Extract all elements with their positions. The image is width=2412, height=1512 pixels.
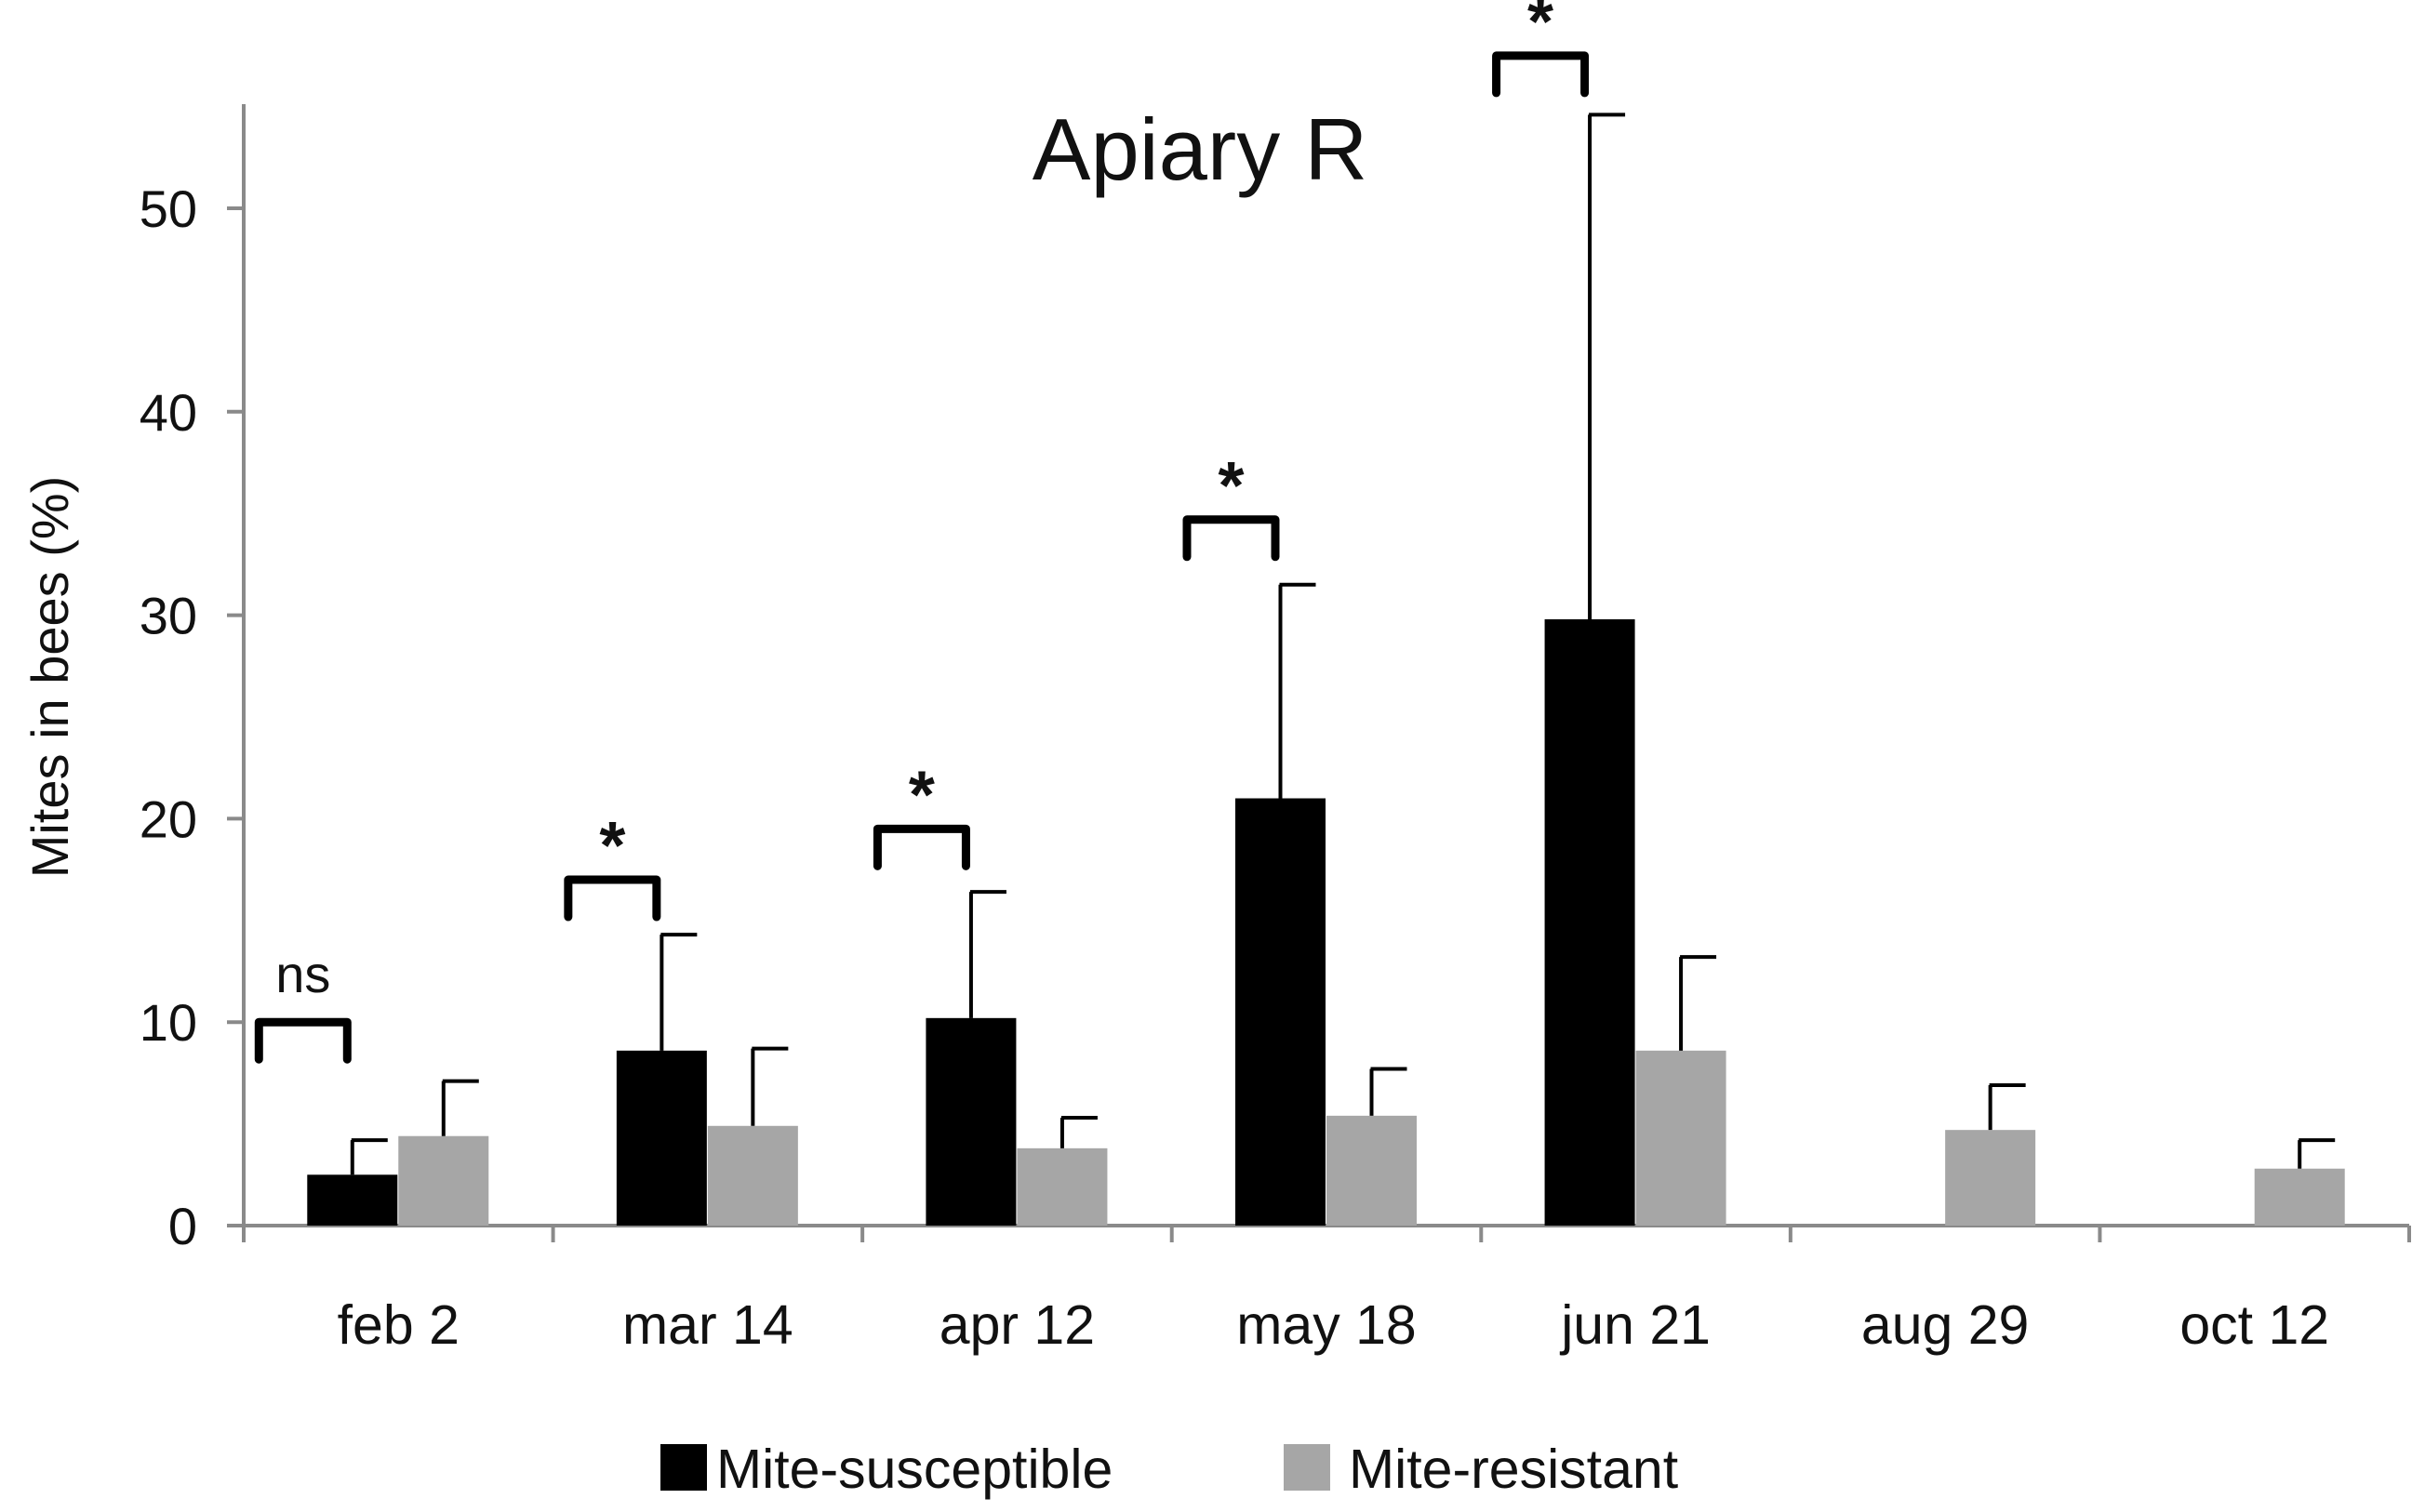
chart-title: Apiary R [1033, 100, 1367, 198]
bar-susceptible [926, 1017, 1017, 1226]
bar-susceptible [616, 1050, 707, 1226]
axes: 0 10 20 30 40 50 feb 2 mar 14 apr 12 may 18 jun 21… [140, 104, 2411, 1356]
x-tick-label: apr 12 [939, 1294, 1095, 1356]
y-tick-label: 10 [140, 993, 197, 1052]
y-axis-label: Mites in bees (%) [20, 476, 79, 879]
bar-resistant [707, 1125, 798, 1226]
x-tick-label: oct 12 [2179, 1294, 2329, 1356]
significance-bracket [254, 1017, 352, 1064]
error-bars [350, 113, 2336, 1175]
bar-resistant [1017, 1147, 1108, 1226]
y-tick-label: 50 [140, 179, 197, 238]
x-tick-label: aug 29 [1861, 1294, 2029, 1356]
legend-label-susceptible: Mite-susceptible [716, 1439, 1113, 1500]
x-tick-label: may 18 [1236, 1294, 1416, 1356]
legend-swatch-susceptible [660, 1444, 707, 1491]
bar-resistant [398, 1135, 489, 1226]
legend-swatch-resistant [1284, 1444, 1330, 1491]
significance-markers: ns * * * * [254, 0, 1590, 1064]
x-tick-label: feb 2 [338, 1294, 460, 1356]
legend-label-resistant: Mite-resistant [1349, 1439, 1678, 1500]
significance-label: ns [275, 945, 330, 1003]
significance-bracket [564, 875, 661, 922]
bar-resistant [1945, 1130, 2036, 1226]
y-tick-label: 40 [140, 383, 197, 442]
significance-label: * [1218, 449, 1244, 524]
bar-susceptible [307, 1174, 398, 1226]
bars [307, 618, 2345, 1226]
y-tick-label: 30 [140, 587, 197, 645]
significance-bracket [873, 824, 970, 870]
significance-label: * [599, 809, 625, 883]
x-tick-label: mar 14 [622, 1294, 793, 1356]
bar-resistant [2254, 1168, 2345, 1226]
bar-susceptible [1235, 798, 1326, 1226]
bar-resistant [1635, 1050, 1726, 1226]
y-tick-label: 0 [168, 1197, 197, 1255]
significance-bracket [1492, 51, 1590, 98]
significance-label: * [909, 758, 935, 832]
x-tick-label: jun 21 [1559, 1294, 1711, 1356]
y-tick-label: 20 [140, 789, 197, 848]
significance-bracket [1182, 515, 1280, 562]
bar-resistant [1326, 1115, 1417, 1226]
bar-susceptible [1544, 618, 1635, 1226]
legend: Mite-susceptible Mite-resistant [660, 1439, 1678, 1500]
significance-label: * [1527, 0, 1553, 60]
